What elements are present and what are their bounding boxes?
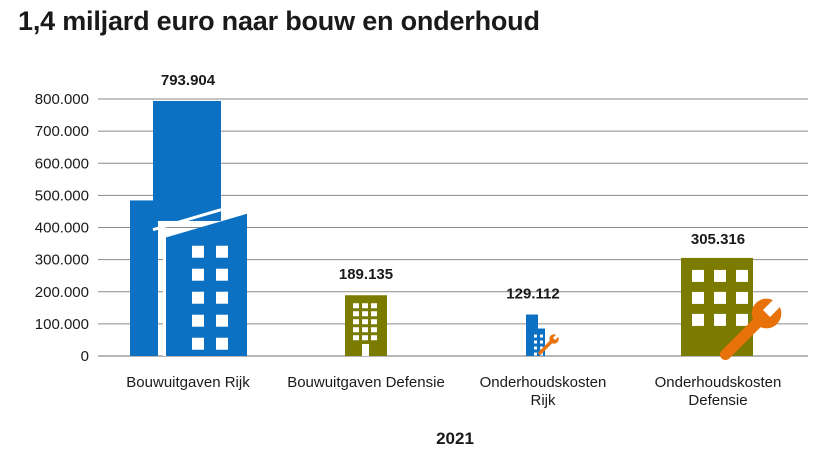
window bbox=[362, 303, 368, 309]
category-label: Onderhoudskosten bbox=[655, 374, 782, 391]
window bbox=[353, 335, 359, 341]
window bbox=[371, 319, 377, 325]
window bbox=[540, 334, 543, 338]
window bbox=[534, 358, 537, 362]
y-tick-label: 400.000 bbox=[35, 220, 89, 237]
window bbox=[362, 319, 368, 325]
window bbox=[216, 337, 228, 350]
building-door bbox=[362, 344, 369, 356]
bar-bouwuitgaven-rijk bbox=[130, 100, 247, 373]
y-tick-label: 700.000 bbox=[35, 123, 89, 140]
window bbox=[216, 291, 228, 304]
y-tick-label: 100.000 bbox=[35, 316, 89, 333]
window bbox=[540, 346, 543, 350]
y-tick-label: 800.000 bbox=[35, 91, 89, 108]
window bbox=[714, 313, 726, 326]
window bbox=[362, 335, 368, 341]
wrench-handle bbox=[538, 338, 555, 355]
window bbox=[192, 337, 204, 350]
window bbox=[192, 245, 204, 258]
window bbox=[534, 334, 537, 338]
window bbox=[371, 303, 377, 309]
wrench-icon bbox=[538, 333, 560, 355]
window bbox=[534, 340, 537, 344]
window bbox=[534, 352, 537, 356]
y-tick-label: 500.000 bbox=[35, 187, 89, 204]
window bbox=[736, 313, 748, 326]
wrench-icon bbox=[719, 298, 782, 361]
building-divider bbox=[152, 208, 222, 232]
window bbox=[216, 245, 228, 258]
bar-onderhoudskosten-defensie bbox=[681, 257, 782, 361]
window bbox=[714, 269, 726, 282]
category-label: Onderhoudskosten bbox=[480, 374, 607, 391]
window bbox=[362, 311, 368, 317]
window bbox=[362, 327, 368, 333]
bar-onderhoudskosten-rijk bbox=[526, 314, 560, 362]
window bbox=[353, 311, 359, 317]
bar-bouwuitgaven-defensie bbox=[345, 295, 387, 356]
window bbox=[371, 327, 377, 333]
value-label: 793.904 bbox=[161, 72, 216, 89]
value-label: 305.316 bbox=[691, 231, 745, 248]
window bbox=[192, 268, 204, 281]
category-label: Bouwuitgaven Defensie bbox=[287, 374, 445, 391]
wrench-jaw bbox=[763, 298, 782, 317]
window bbox=[692, 291, 704, 304]
y-tick-label: 300.000 bbox=[35, 252, 89, 269]
window bbox=[736, 291, 748, 304]
y-tick-label: 0 bbox=[81, 348, 89, 365]
window bbox=[736, 269, 748, 282]
value-label: 129.112 bbox=[506, 286, 559, 303]
window bbox=[353, 319, 359, 325]
window bbox=[192, 291, 204, 304]
category-label: Rijk bbox=[531, 392, 556, 409]
window bbox=[692, 313, 704, 326]
category-label: Bouwuitgaven Rijk bbox=[126, 374, 250, 391]
category-label: Defensie bbox=[688, 392, 747, 409]
y-tick-label: 600.000 bbox=[35, 155, 89, 172]
window bbox=[692, 269, 704, 282]
window bbox=[353, 327, 359, 333]
window bbox=[534, 346, 537, 350]
window bbox=[216, 268, 228, 281]
window bbox=[540, 340, 543, 344]
window bbox=[353, 303, 359, 309]
window bbox=[540, 358, 543, 362]
building-tower-icon bbox=[153, 100, 221, 221]
window bbox=[192, 314, 204, 327]
wrench-jaw bbox=[552, 333, 560, 341]
window bbox=[371, 311, 377, 317]
window bbox=[714, 291, 726, 304]
window bbox=[540, 352, 543, 356]
value-label: 189.135 bbox=[339, 266, 393, 283]
building-gap bbox=[163, 235, 166, 356]
window bbox=[216, 360, 228, 373]
building-front-icon bbox=[165, 213, 247, 356]
window bbox=[371, 335, 377, 341]
window bbox=[216, 314, 228, 327]
wrench-handle bbox=[719, 312, 768, 361]
chart-title: 1,4 miljard euro naar bouw en onderhoud bbox=[18, 6, 540, 36]
window bbox=[192, 360, 204, 373]
x-axis-title: 2021 bbox=[436, 429, 474, 448]
y-tick-label: 200.000 bbox=[35, 284, 89, 301]
building-back-icon bbox=[130, 200, 158, 356]
